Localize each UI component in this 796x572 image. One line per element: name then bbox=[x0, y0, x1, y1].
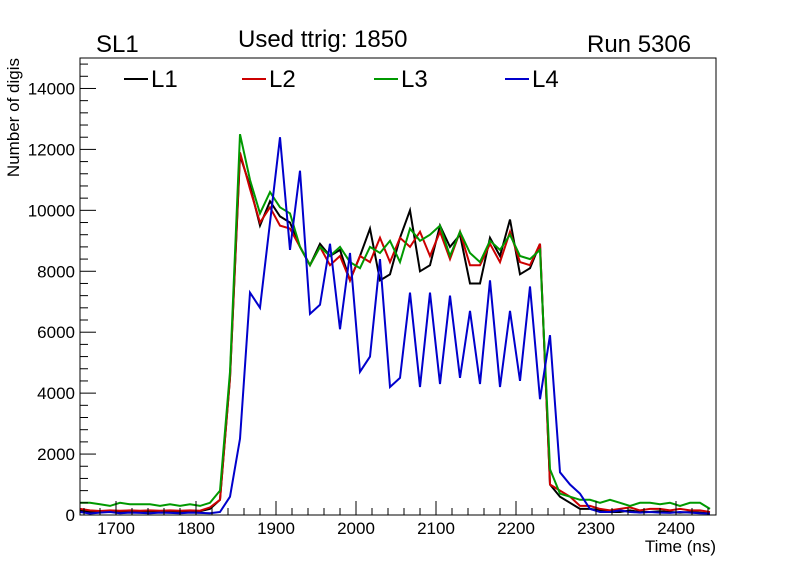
y-tick-label: 8000 bbox=[37, 262, 75, 281]
legend-entry-l1: L1 bbox=[124, 66, 178, 93]
legend: L1 L2 L3 L4 bbox=[124, 66, 559, 93]
x-tick-label: 2100 bbox=[417, 519, 455, 538]
plot-frame bbox=[79, 57, 717, 516]
y-tick-label: 4000 bbox=[37, 384, 75, 403]
tick-layer: 1700 1800 1900 2000 2100 2200 2300 2400 0 2000 400… bbox=[28, 63, 709, 538]
y-tick-label: 2000 bbox=[37, 445, 75, 464]
x-tick-label: 2400 bbox=[657, 519, 695, 538]
legend-entry-l3: L3 bbox=[374, 66, 428, 93]
x-tick-label: 1900 bbox=[257, 519, 295, 538]
x-tick-label: 2000 bbox=[337, 519, 375, 538]
legend-label-l4: L4 bbox=[532, 66, 559, 93]
series-line-l4 bbox=[79, 137, 711, 515]
x-tick-label: 1800 bbox=[177, 519, 215, 538]
x-axis-label: Time (ns) bbox=[645, 537, 716, 556]
y-axis-label: Number of digis bbox=[4, 58, 23, 177]
chart-title: Used ttrig: 1850 bbox=[238, 26, 407, 53]
x-tick-label: 2300 bbox=[577, 519, 615, 538]
y-tick-label: 0 bbox=[66, 506, 75, 525]
y-tick-label: 12000 bbox=[28, 140, 75, 159]
legend-label-l1: L1 bbox=[151, 66, 178, 93]
y-tick-label: 10000 bbox=[28, 201, 75, 220]
legend-entry-l4: L4 bbox=[505, 66, 559, 93]
y-tick-label: 6000 bbox=[37, 323, 75, 342]
panel-label: SL1 bbox=[96, 31, 139, 58]
y-tick-label: 14000 bbox=[28, 79, 75, 98]
series-layer bbox=[79, 133, 711, 515]
legend-label-l3: L3 bbox=[401, 66, 428, 93]
x-tick-label: 1700 bbox=[97, 519, 135, 538]
legend-label-l2: L2 bbox=[269, 66, 296, 93]
series-line-l3 bbox=[80, 133, 711, 510]
run-label: Run 5306 bbox=[587, 31, 691, 58]
x-tick-label: 2200 bbox=[497, 519, 535, 538]
legend-entry-l2: L2 bbox=[242, 66, 296, 93]
